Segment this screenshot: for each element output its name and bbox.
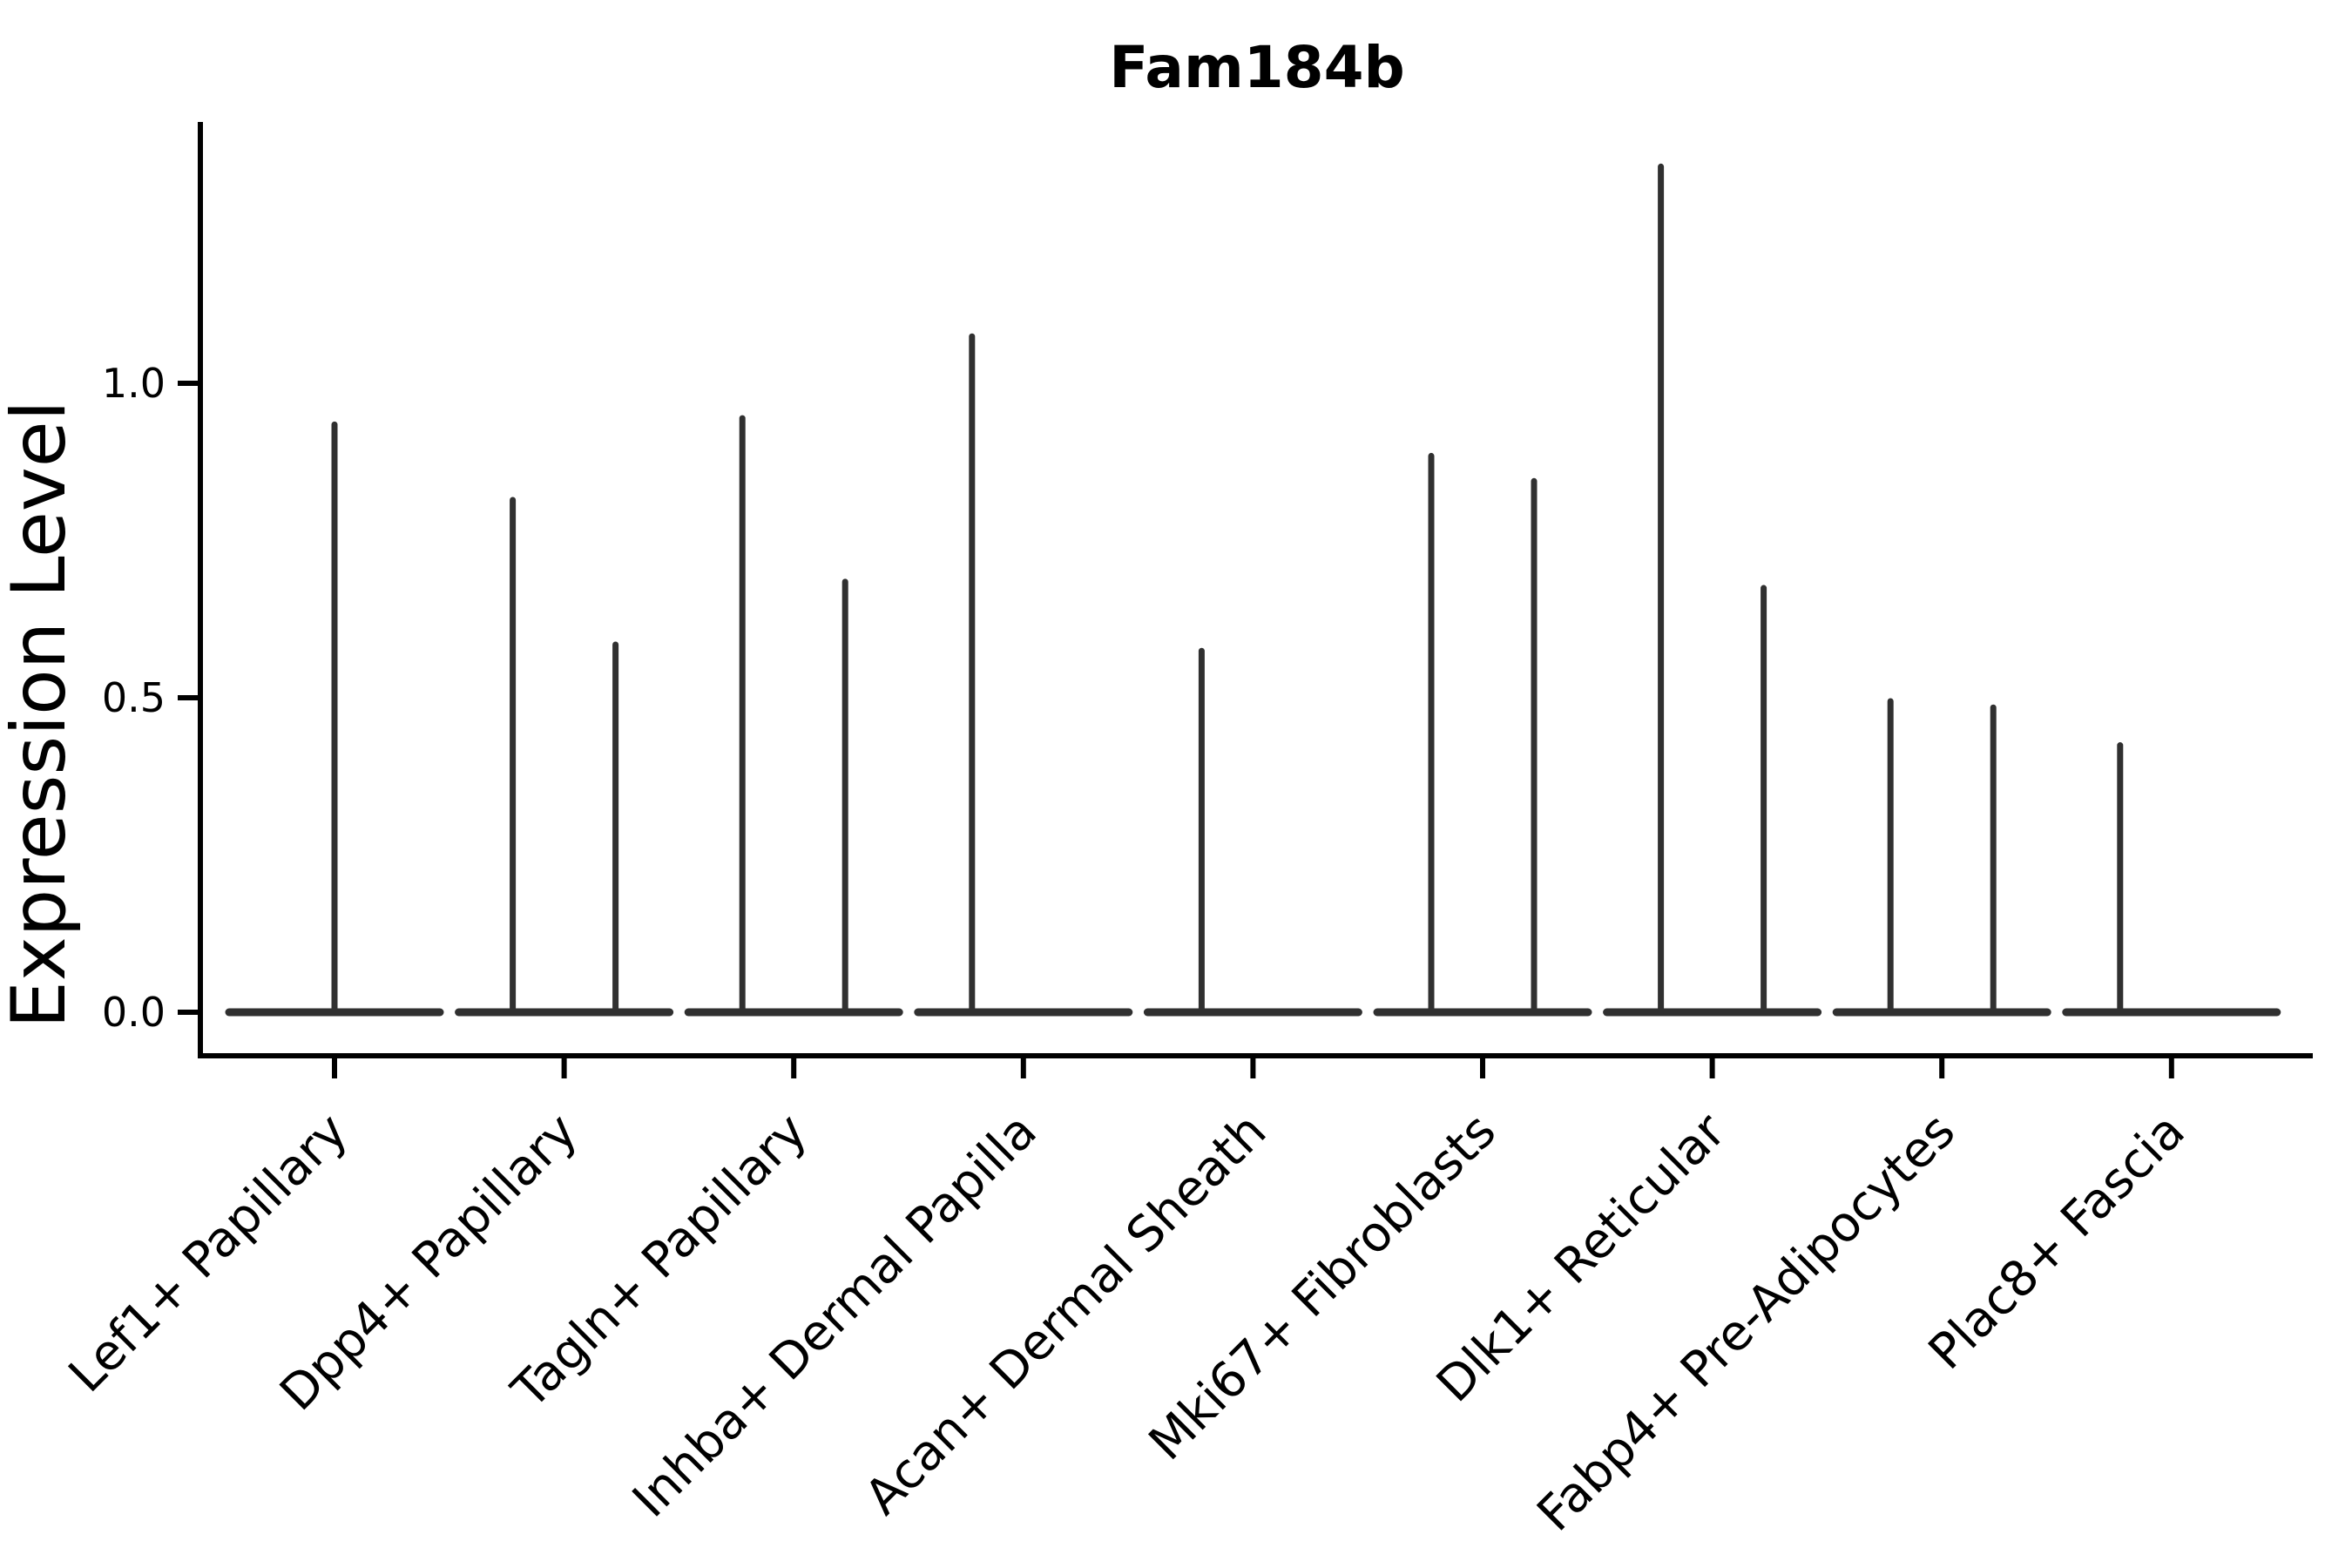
chart-title: Fam184b [1109, 34, 1405, 101]
x-tick-label: Inhba+ Dermal Papilla [622, 1103, 1048, 1529]
x-tick-label: Fabp4+ Pre-Adipocytes [1527, 1103, 1967, 1543]
x-tick-label: Acan+ Dermal Sheath [855, 1103, 1278, 1526]
violins [225, 163, 2281, 1017]
y-tick-label: 0.0 [102, 989, 166, 1036]
y-tick-label: 0.5 [102, 674, 166, 721]
y-tick-label: 1.0 [102, 360, 166, 407]
y-axis-label: Expression Level [0, 400, 83, 1028]
y-axis-ticks: 0.0 0.5 1.0 [102, 360, 200, 1036]
